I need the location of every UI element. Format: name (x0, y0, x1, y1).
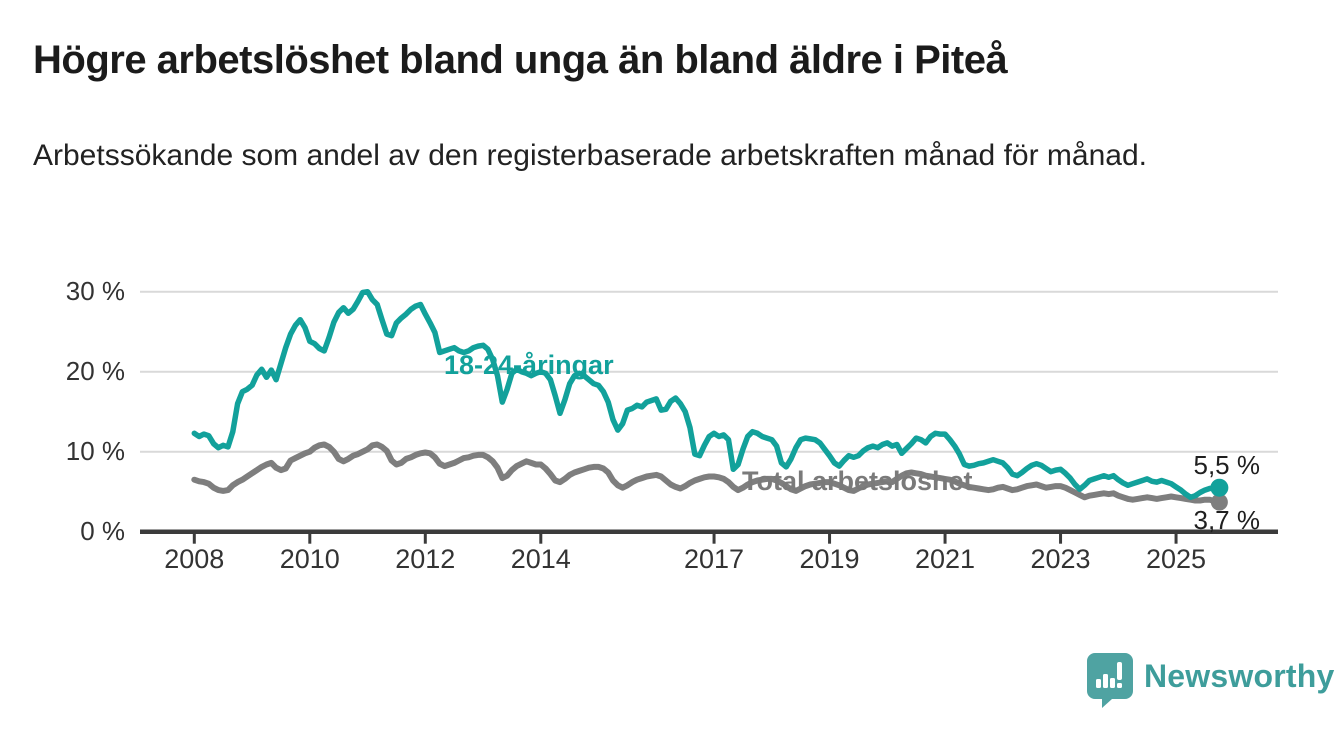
x-axis-tick-label: 2010 (279, 544, 340, 574)
series-label-youth: 18-24-åringar (444, 350, 614, 380)
series-label-total: Total arbetslöshet (742, 466, 973, 496)
x-axis-tick-label: 2021 (915, 544, 976, 574)
y-axis-tick-label: 0 % (80, 515, 125, 546)
y-axis-tick-label: 10 % (65, 435, 125, 466)
line-total (191, 441, 1223, 506)
x-axis-tick-label: 2008 (164, 544, 225, 574)
x-axis-tick-label: 2023 (1030, 544, 1091, 574)
end-dot-youth (1210, 478, 1229, 497)
x-axis-tick-label: 2019 (799, 544, 860, 574)
x-axis-tick-label: 2017 (684, 544, 745, 574)
y-axis-tick-label: 20 % (65, 355, 125, 386)
y-axis-tick-label: 30 % (65, 275, 125, 306)
page-title: Högre arbetslöshet bland unga än bland ä… (33, 38, 1008, 82)
newsworthy-brand-text: Newsworthy (1144, 658, 1335, 694)
end-value-label-total: 3,7 % (1193, 505, 1261, 535)
x-axis-tick-label: 2014 (510, 544, 571, 574)
line-youth (191, 288, 1223, 501)
chart-subtitle: Arbetssökande som andel av den registerb… (33, 139, 1147, 172)
end-value-label-youth: 5,5 % (1193, 450, 1261, 480)
x-axis-tick-label: 2025 (1146, 544, 1207, 574)
newsworthy-logo-icon (1087, 653, 1133, 708)
x-axis-tick-label: 2012 (395, 544, 456, 574)
newsworthy-brand: Newsworthy (1086, 652, 1334, 709)
end-dot-total (1210, 493, 1228, 511)
